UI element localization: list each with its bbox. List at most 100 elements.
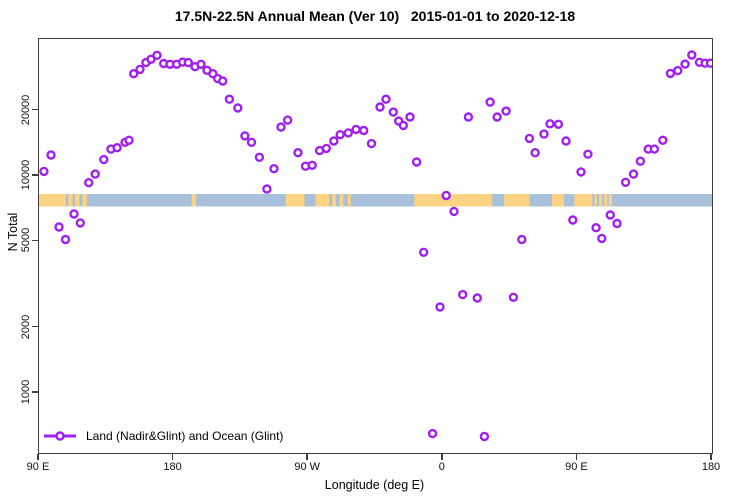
x-axis-tick — [306, 453, 308, 460]
data-point — [128, 69, 139, 79]
data-point — [501, 106, 511, 116]
x-axis-tick-label: 0 — [438, 461, 445, 473]
data-point — [419, 247, 429, 258]
data-point — [665, 68, 676, 79]
data-point — [321, 143, 332, 154]
y-axis-tick — [32, 239, 38, 242]
data-point — [492, 112, 502, 122]
data-point — [561, 136, 571, 146]
data-point — [411, 157, 422, 167]
land-strip-segment — [599, 194, 603, 207]
land-strip-segment — [608, 194, 612, 207]
plot-area — [38, 38, 713, 454]
data-point — [673, 65, 683, 76]
y-axis-tick-label: 20000 — [20, 94, 32, 125]
y-axis-tick — [32, 108, 38, 111]
data-point — [307, 160, 317, 171]
data-point — [240, 131, 250, 141]
data-point — [583, 149, 593, 159]
data-point — [54, 222, 64, 232]
land-strip-segment — [339, 194, 344, 207]
data-point — [687, 50, 697, 60]
data-point — [366, 138, 377, 149]
x-axis-tick — [575, 453, 578, 460]
data-point — [246, 137, 257, 148]
data-point — [293, 147, 303, 158]
data-point — [680, 59, 690, 69]
data-point — [508, 292, 519, 302]
data-point — [635, 156, 646, 166]
chart-title: 17.5N-22.5N Annual Mean (Ver 10) 2015-01… — [174, 8, 576, 24]
data-point — [620, 177, 631, 188]
data-point — [60, 234, 71, 245]
land-strip-segment — [82, 194, 87, 207]
land-strip-segment — [39, 194, 66, 207]
data-point — [233, 103, 243, 113]
data-point — [591, 222, 601, 233]
data-point — [524, 133, 535, 144]
data-point — [217, 76, 228, 86]
data-point — [449, 206, 459, 217]
data-point — [427, 428, 438, 439]
data-point — [69, 209, 79, 219]
land-strip-segment — [347, 194, 351, 207]
land-strip-segment — [604, 194, 608, 207]
data-point — [568, 215, 578, 225]
data-point — [196, 59, 206, 69]
land-strip-segment — [191, 194, 197, 207]
data-point — [605, 210, 615, 220]
data-point — [705, 58, 712, 68]
data-point — [628, 169, 639, 179]
data-point — [112, 142, 122, 153]
data-point — [135, 64, 145, 75]
land-strip-segment — [504, 194, 530, 207]
data-point — [553, 119, 564, 130]
x-axis-tick-label: 90 E — [26, 461, 50, 473]
x-axis-title: Longitude (deg E) — [324, 478, 425, 492]
data-point — [99, 154, 109, 165]
y-axis-title: N Total — [6, 212, 20, 252]
x-axis-tick — [710, 453, 712, 460]
legend: Land (Nadir&Glint) and Ocean (Glint) — [43, 428, 283, 444]
x-axis-tick-label: 90 W — [294, 461, 321, 473]
data-point — [329, 136, 339, 146]
data-point — [46, 150, 56, 160]
y-axis-tick — [32, 174, 38, 176]
data-point — [658, 135, 668, 146]
scatter-plot-svg — [39, 50, 712, 442]
land-strip-segment — [315, 194, 330, 207]
legend-marker-icon — [44, 431, 76, 441]
data-point — [39, 166, 49, 177]
data-point — [84, 177, 94, 188]
data-point — [262, 184, 272, 194]
x-axis-tick — [441, 453, 443, 460]
data-point — [351, 124, 361, 135]
data-point — [152, 50, 162, 60]
x-axis-tick — [37, 453, 39, 460]
data-point — [375, 102, 385, 112]
data-point — [479, 431, 490, 442]
land-strip-segment — [551, 194, 564, 207]
data-point — [463, 112, 474, 122]
x-axis-tick — [171, 453, 174, 460]
legend-label: Land (Nadir&Glint) and Ocean (Glint) — [86, 429, 284, 443]
legend-circle — [55, 431, 65, 441]
data-point — [90, 169, 100, 179]
data-point — [545, 119, 555, 129]
data-point — [517, 234, 527, 245]
x-axis-tick-label: 180 — [163, 461, 182, 473]
data-point — [124, 135, 134, 146]
data-point — [612, 218, 622, 229]
data-point — [254, 152, 265, 163]
x-axis-tick-label: 90 E — [565, 461, 588, 473]
data-point — [388, 107, 398, 117]
data-point — [458, 289, 468, 300]
data-point — [146, 54, 156, 64]
data-point — [472, 293, 482, 303]
data-point — [269, 163, 279, 174]
y-axis-tick — [32, 391, 38, 393]
y-axis-tick-label: 5000 — [20, 228, 32, 253]
data-point — [441, 190, 451, 201]
land-strip-segment — [68, 194, 73, 207]
